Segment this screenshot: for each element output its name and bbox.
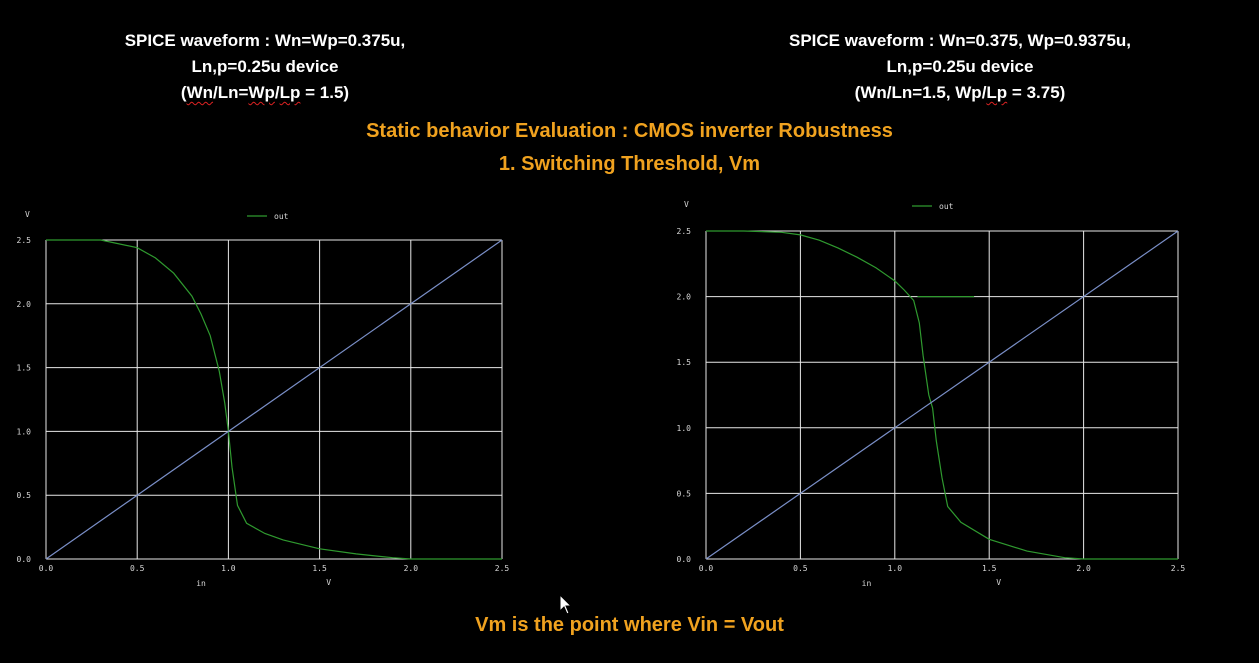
footer-note: Vm is the point where Vin = Vout bbox=[475, 614, 784, 636]
chart2-x-axis-label: in bbox=[862, 579, 872, 588]
left-caption-line3-part: /Ln= bbox=[213, 83, 249, 102]
mouse-pointer-icon bbox=[559, 594, 573, 615]
right-caption-line3-part: Lp bbox=[986, 83, 1008, 102]
chart2-reference-line bbox=[705, 230, 1179, 560]
chart2-y-tick-label: 1.5 bbox=[677, 358, 692, 367]
chart2-y-tick-label: 2.0 bbox=[677, 293, 692, 302]
left-caption-line2: Ln,p=0.25u device bbox=[191, 57, 339, 76]
chart2-y-tick-label: 2.5 bbox=[677, 227, 692, 236]
right-caption-line3-part: (Wn/Ln=1.5, Wp/ bbox=[854, 83, 987, 102]
right-caption-line1: SPICE waveform : Wn=0.375, Wp=0.9375u, bbox=[788, 31, 1132, 50]
chart2-x-tick-label: 0.5 bbox=[793, 564, 808, 573]
chart2-y-tick-label: 0.5 bbox=[677, 489, 692, 498]
left-caption-line3-part: Wp bbox=[248, 83, 275, 102]
chart1-x-axis-label: in bbox=[196, 579, 206, 588]
chart2-x-tick-label: 1.0 bbox=[888, 564, 903, 573]
chart1-y-tick-label: 0.5 bbox=[17, 491, 32, 500]
chart1-y-tick-label: 2.0 bbox=[17, 300, 32, 309]
chart1-y-tick-label: 0.0 bbox=[17, 555, 32, 564]
chart1-y-tick-label: 1.0 bbox=[17, 427, 32, 436]
chart2-y-tick-label: 0.0 bbox=[677, 555, 692, 564]
chart1-x-tick-label: 0.5 bbox=[130, 564, 145, 573]
left-caption-line3-part: = 1.5) bbox=[300, 83, 350, 102]
left-caption-line1: SPICE waveform : Wn=Wp=0.375u, bbox=[124, 31, 406, 50]
chart2-x-tick-label: 1.5 bbox=[982, 564, 997, 573]
chart2-y-axis-label: V bbox=[684, 200, 689, 209]
chart2-legend-label: out bbox=[939, 202, 954, 211]
chart1-y-tick-label: 1.5 bbox=[17, 364, 32, 373]
chart1-x-tick-label: 2.5 bbox=[495, 564, 510, 573]
left-caption-line3-part: Lp bbox=[279, 83, 301, 102]
chart2-series-out bbox=[706, 230, 1178, 560]
right-caption-line2: Ln,p=0.25u device bbox=[886, 57, 1034, 76]
left-chart-caption: SPICE waveform : Wn=Wp=0.375u, Ln,p=0.25… bbox=[60, 28, 470, 106]
chart1-x-tick-label: 1.0 bbox=[221, 564, 236, 573]
chart2-x-tick-label: 0.0 bbox=[699, 564, 714, 573]
left-caption-line3-part: Wn bbox=[186, 83, 214, 102]
chart1-y-tick-label: 2.5 bbox=[17, 236, 32, 245]
right-chart-caption: SPICE waveform : Wn=0.375, Wp=0.9375u, L… bbox=[700, 28, 1220, 106]
chart1-reference-line bbox=[45, 239, 503, 560]
chart1-y-axis-label: V bbox=[25, 210, 30, 219]
left-caption-line3: (Wn/Ln=Wp/Lp = 1.5) bbox=[60, 80, 470, 106]
chart1-legend-label: out bbox=[274, 212, 289, 221]
chart1-series-out bbox=[46, 239, 502, 560]
chart2-x-tick-label: 2.5 bbox=[1171, 564, 1186, 573]
chart2-y-tick-label: 1.0 bbox=[677, 424, 692, 433]
left-caption-line3-part: ( bbox=[180, 83, 187, 102]
right-caption-line3-part: = 3.75) bbox=[1007, 83, 1066, 102]
right-caption-line3: (Wn/Ln=1.5, Wp/Lp = 3.75) bbox=[700, 80, 1220, 106]
chart1-x-tick-label: 0.0 bbox=[39, 564, 54, 573]
chart2-x-axis-unit: V bbox=[996, 578, 1001, 587]
slide-title: Static behavior Evaluation : CMOS invert… bbox=[366, 120, 893, 142]
chart1-x-tick-label: 1.5 bbox=[312, 564, 327, 573]
slide-subtitle: 1. Switching Threshold, Vm bbox=[498, 153, 761, 175]
left-caption-line3-part: / bbox=[274, 83, 280, 102]
chart2-x-tick-label: 2.0 bbox=[1076, 564, 1091, 573]
chart1-x-tick-label: 2.0 bbox=[404, 564, 419, 573]
chart1-x-axis-unit: V bbox=[326, 578, 331, 587]
